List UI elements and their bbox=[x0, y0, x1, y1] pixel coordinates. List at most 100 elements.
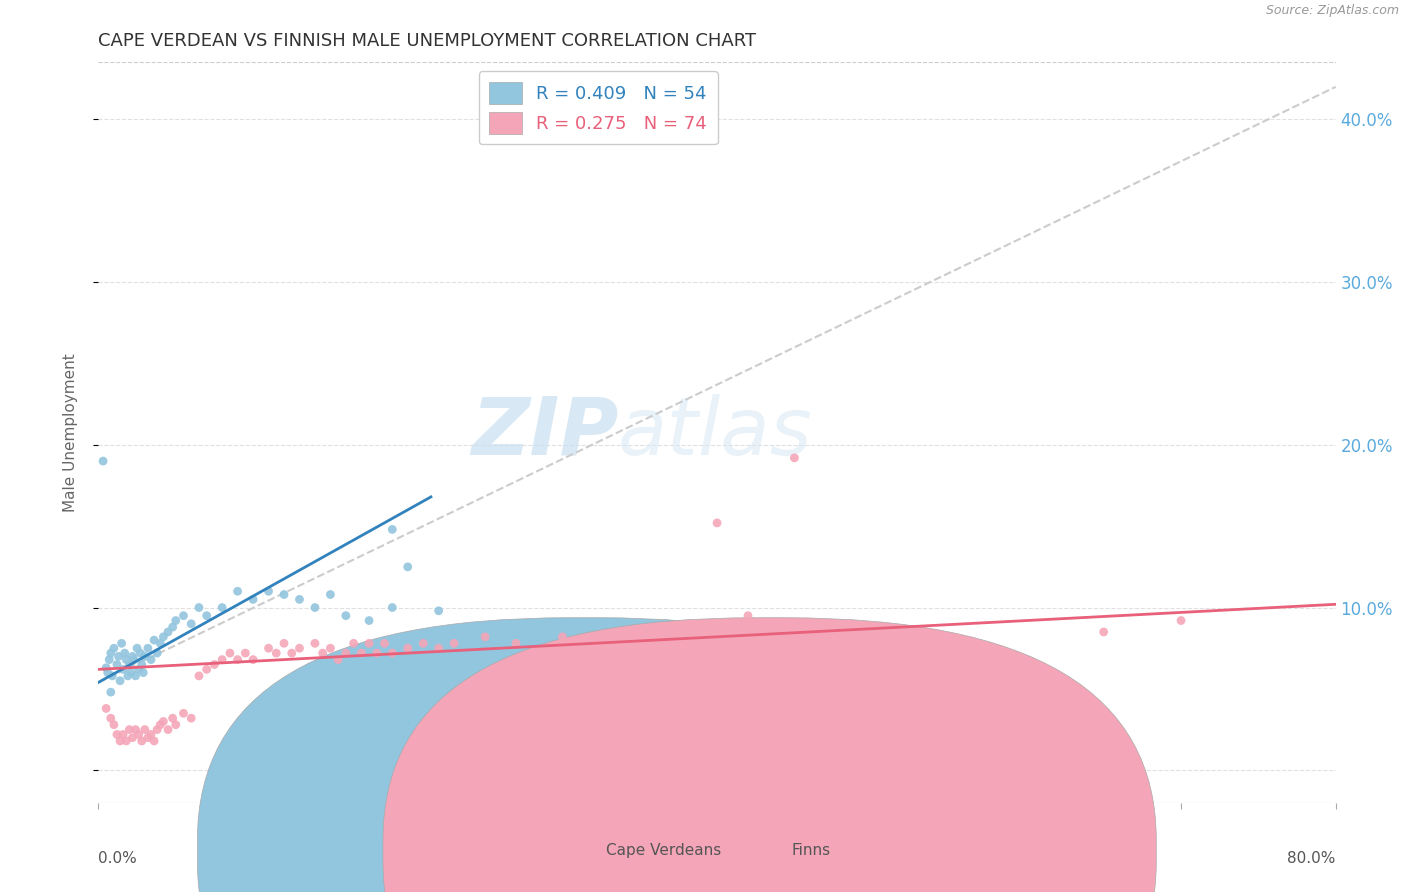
FancyBboxPatch shape bbox=[382, 618, 1156, 892]
Point bbox=[242, 592, 264, 607]
Point bbox=[103, 717, 125, 731]
Point bbox=[122, 652, 145, 666]
Point bbox=[152, 714, 174, 729]
Point bbox=[381, 600, 404, 615]
Point bbox=[100, 685, 122, 699]
Point bbox=[97, 665, 120, 680]
Point bbox=[115, 652, 138, 666]
Point bbox=[134, 649, 156, 664]
Legend: R = 0.409   N = 54, R = 0.275   N = 74: R = 0.409 N = 54, R = 0.275 N = 74 bbox=[478, 71, 718, 145]
Point bbox=[111, 636, 134, 650]
Point bbox=[427, 604, 450, 618]
Point bbox=[146, 723, 169, 737]
Point bbox=[165, 717, 187, 731]
Point bbox=[219, 646, 242, 660]
Point bbox=[357, 636, 380, 650]
Point bbox=[103, 641, 125, 656]
Point bbox=[127, 641, 149, 656]
Point bbox=[335, 646, 357, 660]
Point bbox=[350, 646, 373, 660]
Point bbox=[173, 608, 195, 623]
Point bbox=[226, 652, 249, 666]
Point bbox=[120, 665, 142, 680]
Point bbox=[304, 600, 326, 615]
Point bbox=[675, 636, 697, 650]
Point bbox=[474, 630, 496, 644]
Point bbox=[211, 600, 233, 615]
Point bbox=[288, 641, 311, 656]
Point bbox=[105, 657, 128, 672]
Point bbox=[121, 731, 143, 745]
Point bbox=[152, 630, 174, 644]
Point bbox=[157, 624, 180, 639]
Point bbox=[752, 624, 775, 639]
Point bbox=[326, 652, 350, 666]
Point bbox=[146, 646, 169, 660]
Point bbox=[628, 630, 651, 644]
Point bbox=[165, 614, 187, 628]
Point bbox=[938, 701, 960, 715]
Point bbox=[319, 588, 342, 602]
Point bbox=[304, 636, 326, 650]
Point bbox=[136, 731, 159, 745]
Point bbox=[114, 646, 136, 660]
Point bbox=[374, 636, 396, 650]
Point bbox=[366, 646, 388, 660]
Point bbox=[427, 641, 450, 656]
Point bbox=[115, 734, 138, 748]
Point bbox=[257, 641, 280, 656]
Point bbox=[1015, 701, 1038, 715]
Y-axis label: Male Unemployment: Male Unemployment bbox=[63, 353, 77, 512]
Point bbox=[132, 665, 155, 680]
Point bbox=[124, 723, 146, 737]
Point bbox=[100, 711, 122, 725]
Point bbox=[226, 584, 249, 599]
Text: atlas: atlas bbox=[619, 393, 813, 472]
Point bbox=[335, 608, 357, 623]
Point bbox=[706, 516, 728, 530]
Point bbox=[105, 727, 128, 741]
Text: Cape Verdeans: Cape Verdeans bbox=[606, 844, 721, 858]
FancyBboxPatch shape bbox=[197, 618, 970, 892]
Point bbox=[257, 584, 280, 599]
Point bbox=[139, 652, 162, 666]
Point bbox=[108, 734, 131, 748]
Point bbox=[195, 608, 218, 623]
Point bbox=[157, 723, 180, 737]
Point bbox=[381, 523, 404, 537]
Point bbox=[129, 646, 152, 660]
Point bbox=[188, 600, 211, 615]
Point bbox=[108, 673, 131, 688]
Point bbox=[204, 657, 226, 672]
Point bbox=[118, 657, 141, 672]
Point bbox=[128, 727, 150, 741]
Point bbox=[1170, 614, 1192, 628]
Point bbox=[891, 630, 914, 644]
Point bbox=[117, 669, 139, 683]
Point bbox=[188, 669, 211, 683]
Point bbox=[121, 649, 143, 664]
Text: ZIP: ZIP bbox=[471, 393, 619, 472]
Point bbox=[235, 646, 257, 660]
Point bbox=[266, 646, 288, 660]
Point bbox=[91, 454, 114, 468]
Point bbox=[1062, 690, 1084, 704]
Point bbox=[396, 559, 419, 574]
Point bbox=[124, 669, 146, 683]
Point bbox=[783, 450, 806, 465]
Point bbox=[412, 636, 434, 650]
Point bbox=[628, 698, 651, 713]
Point bbox=[149, 717, 172, 731]
Point bbox=[107, 649, 129, 664]
Point bbox=[281, 646, 304, 660]
Point bbox=[312, 646, 335, 660]
Point bbox=[149, 636, 172, 650]
Point bbox=[180, 711, 202, 725]
Text: 0.0%: 0.0% bbox=[98, 851, 138, 866]
Point bbox=[830, 630, 852, 644]
Text: CAPE VERDEAN VS FINNISH MALE UNEMPLOYMENT CORRELATION CHART: CAPE VERDEAN VS FINNISH MALE UNEMPLOYMEN… bbox=[98, 32, 756, 50]
Point bbox=[180, 616, 202, 631]
Point bbox=[96, 661, 118, 675]
Point bbox=[706, 630, 728, 644]
Point bbox=[551, 630, 574, 644]
